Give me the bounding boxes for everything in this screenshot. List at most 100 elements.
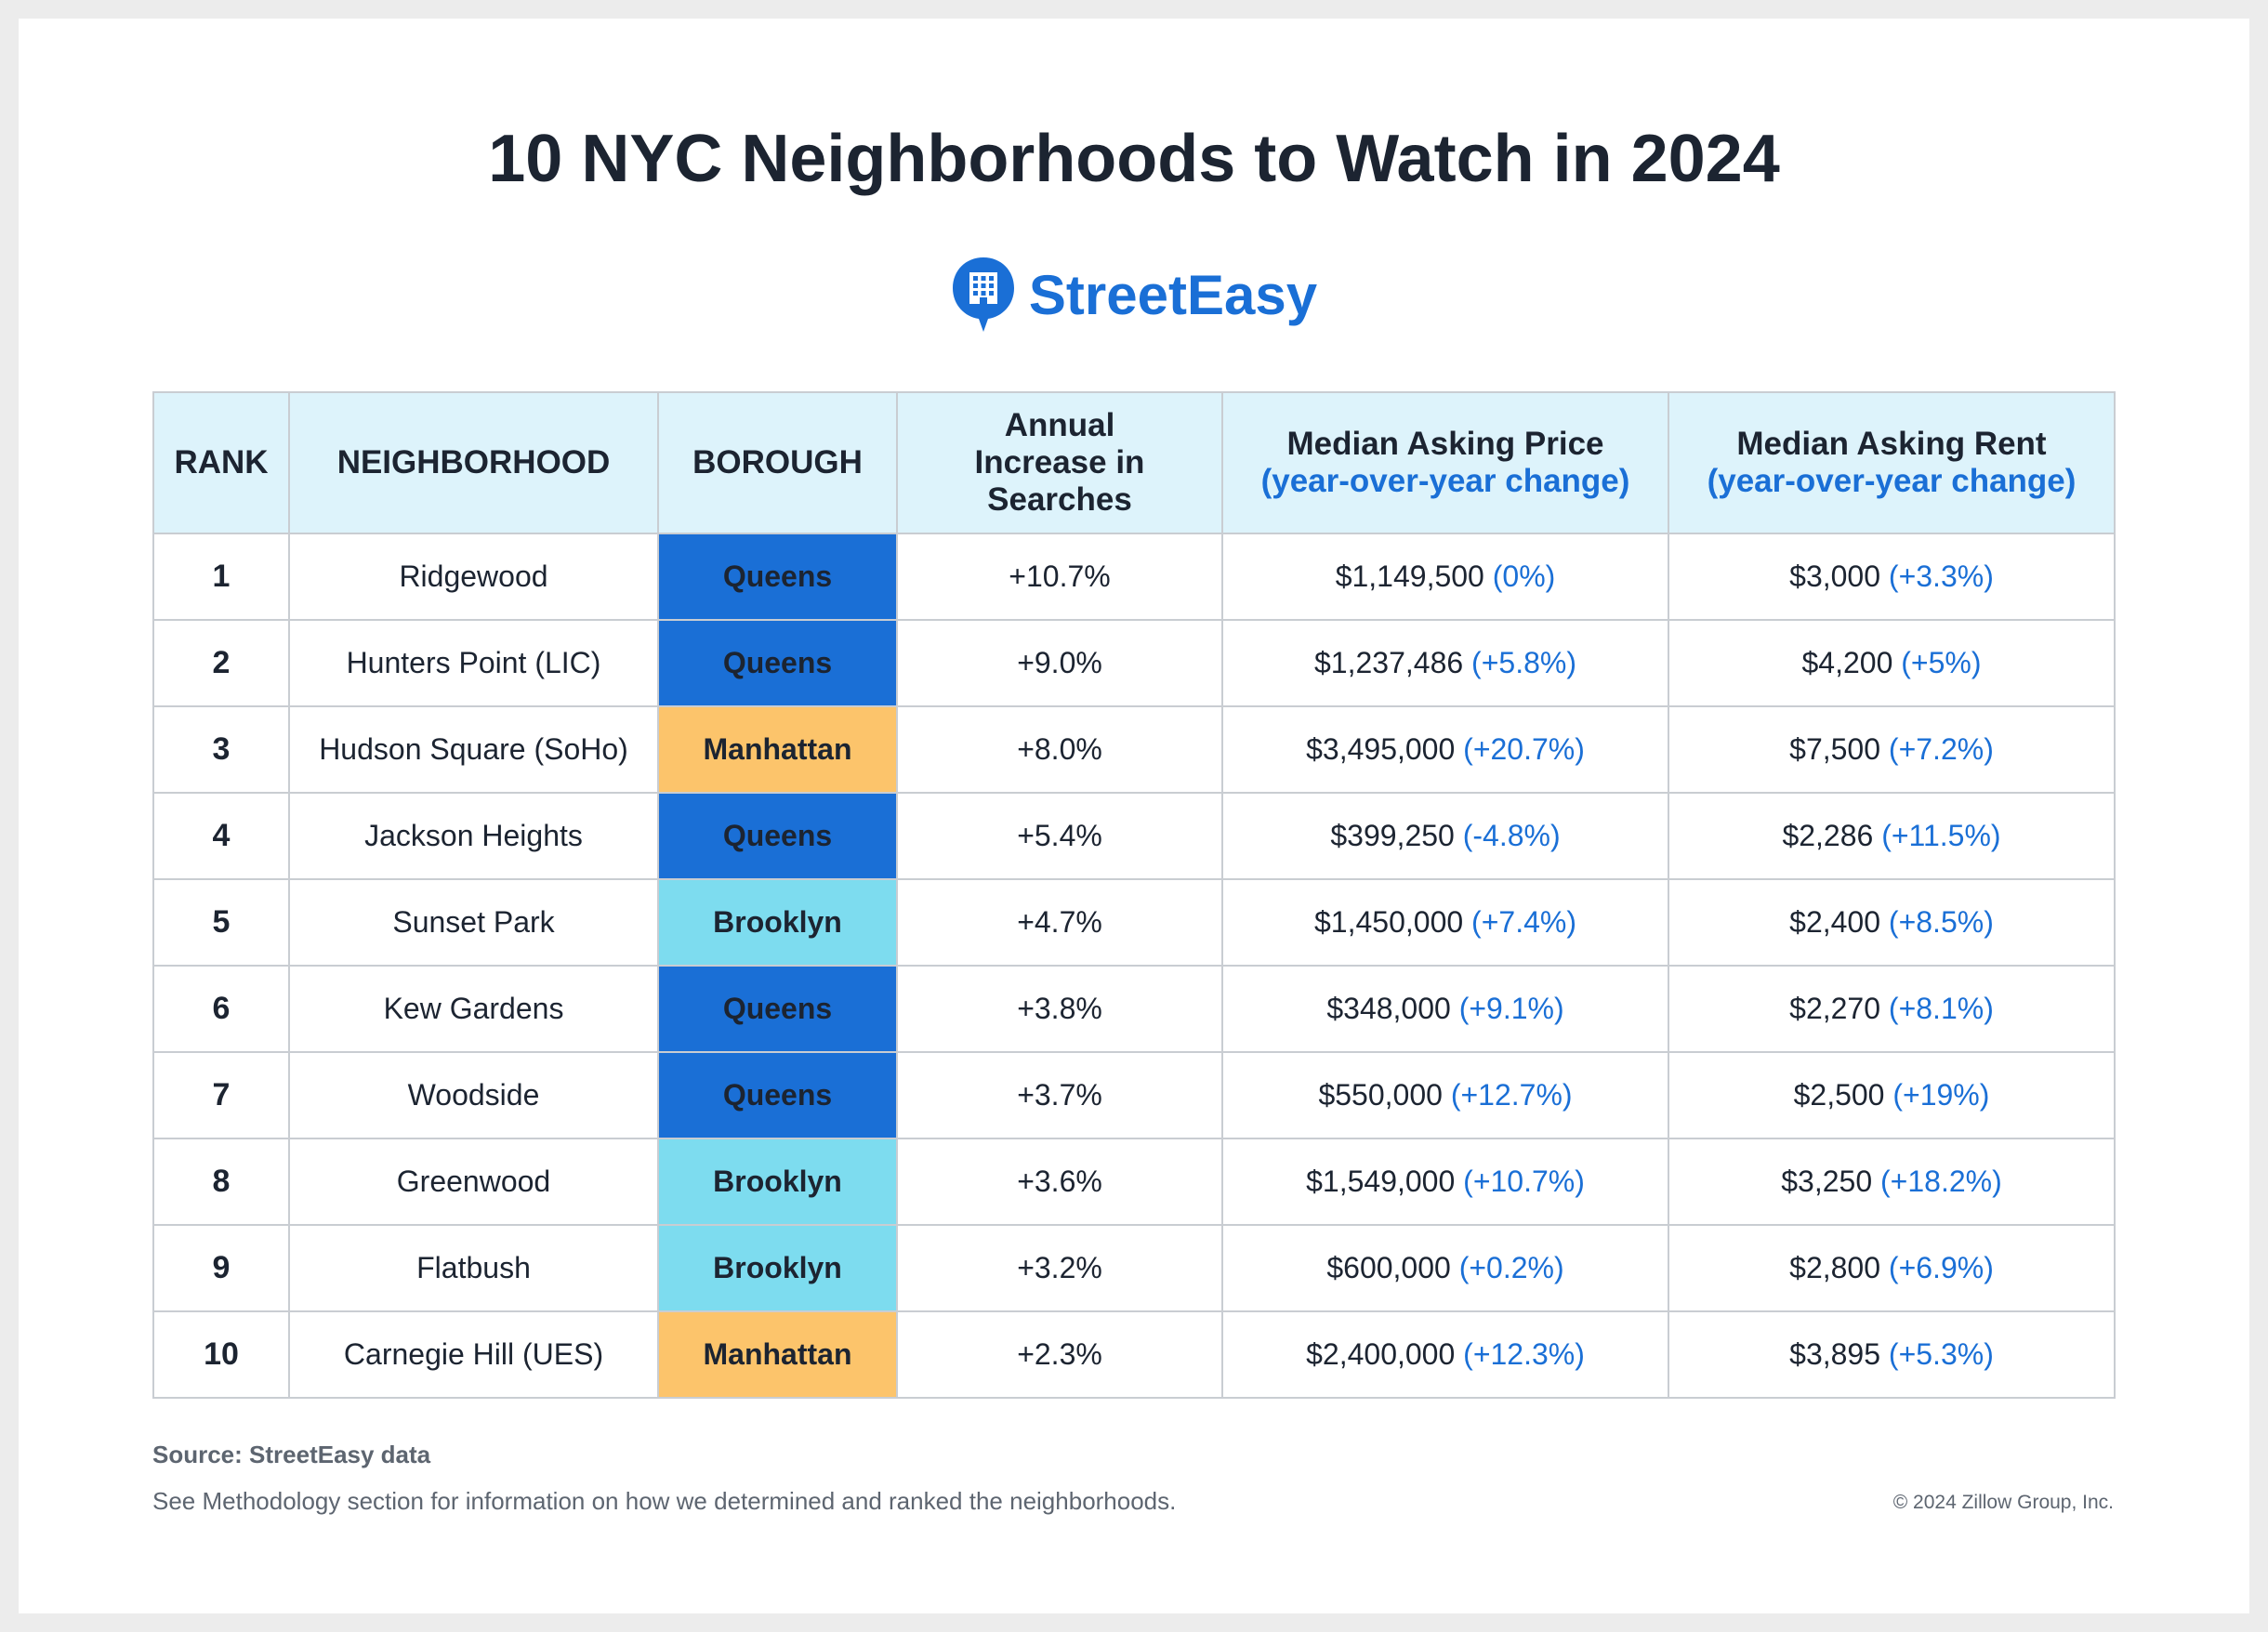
borough-cell: Queens	[657, 965, 898, 1053]
rent-cell: $2,800 (+6.9%)	[1668, 1224, 2116, 1312]
price-value: $1,149,500	[1335, 559, 1484, 593]
borough-cell: Queens	[657, 619, 898, 707]
searches-cell: +9.0%	[896, 619, 1223, 707]
searches-cell: +4.7%	[896, 878, 1223, 967]
price-value: $1,237,486	[1314, 646, 1464, 679]
price-change: (+12.7%)	[1450, 1078, 1573, 1112]
page-title: 10 NYC Neighborhoods to Watch in 2024	[488, 122, 1780, 196]
column-header-borough: BOROUGH	[657, 391, 898, 534]
rent-value: $2,500	[1793, 1078, 1885, 1112]
price-cell: $399,250 (-4.8%)	[1221, 792, 1669, 880]
rent-value: $3,000	[1789, 559, 1881, 593]
price-change: (+7.4%)	[1471, 905, 1576, 939]
borough-cell: Brooklyn	[657, 1224, 898, 1312]
rent-cell: $7,500 (+7.2%)	[1668, 705, 2116, 794]
rent-cell: $2,270 (+8.1%)	[1668, 965, 2116, 1053]
borough-cell: Queens	[657, 792, 898, 880]
price-value: $2,400,000	[1306, 1337, 1456, 1371]
table-row: 6 Kew Gardens Queens +3.8% $348,000 (+9.1%) $…	[152, 965, 2116, 1053]
searches-cell: +3.6%	[896, 1138, 1223, 1226]
table-row: 2 Hunters Point (LIC) Queens +9.0% $1,237,48…	[152, 619, 2116, 707]
neighborhood-cell: Jackson Heights	[288, 792, 659, 880]
borough-cell: Brooklyn	[657, 1138, 898, 1226]
price-cell: $3,495,000 (+20.7%)	[1221, 705, 1669, 794]
price-value: $399,250	[1330, 819, 1455, 852]
column-header-price: Median Asking Price (year-over-year chan…	[1221, 391, 1669, 534]
rank-cell: 4	[152, 792, 290, 880]
rent-cell: $2,400 (+8.5%)	[1668, 878, 2116, 967]
rent-change: (+5.3%)	[1888, 1337, 1994, 1371]
rent-value: $3,895	[1789, 1337, 1881, 1371]
rent-change: (+11.5%)	[1881, 819, 2001, 852]
neighborhood-cell: Greenwood	[288, 1138, 659, 1226]
rank-cell: 6	[152, 965, 290, 1053]
rent-value: $7,500	[1789, 732, 1881, 766]
rent-cell: $3,000 (+3.3%)	[1668, 533, 2116, 621]
rent-change: (+7.2%)	[1888, 732, 1994, 766]
rent-cell: $3,895 (+5.3%)	[1668, 1310, 2116, 1399]
price-value: $3,495,000	[1306, 732, 1456, 766]
rent-value: $2,286	[1782, 819, 1874, 852]
table-row: 5 Sunset Park Brooklyn +4.7% $1,450,000 (+7.…	[152, 878, 2116, 967]
price-value: $600,000	[1326, 1251, 1451, 1284]
searches-cell: +3.8%	[896, 965, 1223, 1053]
neighborhood-cell: Hudson Square (SoHo)	[288, 705, 659, 794]
source-note: Source: StreetEasy data	[152, 1441, 431, 1468]
borough-cell: Queens	[657, 533, 898, 621]
infographic-card: 10 NYC Neighborhoods to Watch in 2024 St…	[19, 19, 2249, 1613]
price-cell: $550,000 (+12.7%)	[1221, 1051, 1669, 1139]
neighborhood-cell: Ridgewood	[288, 533, 659, 621]
column-header-searches: Annual Increase in Searches	[896, 391, 1223, 534]
rank-cell: 10	[152, 1310, 290, 1399]
rank-cell: 2	[152, 619, 290, 707]
rank-cell: 5	[152, 878, 290, 967]
price-cell: $600,000 (+0.2%)	[1221, 1224, 1669, 1312]
rent-value: $2,270	[1789, 992, 1881, 1025]
price-value: $550,000	[1318, 1078, 1443, 1112]
table-row: 1 Ridgewood Queens +10.7% $1,149,500 (0%) $3,…	[152, 533, 2116, 621]
rent-change: (+18.2%)	[1880, 1165, 2002, 1198]
neighborhood-cell: Carnegie Hill (UES)	[288, 1310, 659, 1399]
price-change: (+9.1%)	[1458, 992, 1564, 1025]
searches-cell: +3.7%	[896, 1051, 1223, 1139]
rent-value: $2,800	[1789, 1251, 1881, 1284]
borough-cell: Manhattan	[657, 1310, 898, 1399]
table-row: 9 Flatbush Brooklyn +3.2% $600,000 (+0.2%) $2…	[152, 1224, 2116, 1312]
rank-cell: 1	[152, 533, 290, 621]
price-change: (+5.8%)	[1471, 646, 1576, 679]
searches-cell: +2.3%	[896, 1310, 1223, 1399]
rent-change: (+5%)	[1901, 646, 1982, 679]
neighborhood-cell: Kew Gardens	[288, 965, 659, 1053]
rent-cell: $4,200 (+5%)	[1668, 619, 2116, 707]
rent-change: (+8.5%)	[1888, 905, 1994, 939]
rent-change: (+3.3%)	[1888, 559, 1994, 593]
price-value: $1,549,000	[1306, 1165, 1456, 1198]
table-row: 7 Woodside Queens +3.7% $550,000 (+12.7%) $2,…	[152, 1051, 2116, 1139]
searches-cell: +10.7%	[896, 533, 1223, 621]
price-cell: $348,000 (+9.1%)	[1221, 965, 1669, 1053]
column-header-rent: Median Asking Rent (year-over-year chang…	[1668, 391, 2116, 534]
table-row: 4 Jackson Heights Queens +5.4% $399,250 (-4.…	[152, 792, 2116, 880]
price-cell: $1,450,000 (+7.4%)	[1221, 878, 1669, 967]
borough-cell: Brooklyn	[657, 878, 898, 967]
rank-cell: 3	[152, 705, 290, 794]
price-value: $348,000	[1326, 992, 1451, 1025]
rent-cell: $2,286 (+11.5%)	[1668, 792, 2116, 880]
price-change: (0%)	[1492, 559, 1556, 593]
searches-cell: +5.4%	[896, 792, 1223, 880]
rank-cell: 9	[152, 1224, 290, 1312]
methodology-note: See Methodology section for information …	[152, 1487, 1177, 1515]
brand-name: StreetEasy	[1028, 263, 1318, 326]
copyright: © 2024 Zillow Group, Inc.	[1892, 1492, 2114, 1513]
price-value: $1,450,000	[1314, 905, 1464, 939]
rent-value: $4,200	[1801, 646, 1893, 679]
neighborhood-cell: Woodside	[288, 1051, 659, 1139]
table-header-row: RANK NEIGHBORHOOD BOROUGH Annual Increas…	[152, 391, 2116, 534]
price-change: (-4.8%)	[1462, 819, 1561, 852]
price-cell: $1,149,500 (0%)	[1221, 533, 1669, 621]
column-header-neighborhood: NEIGHBORHOOD	[288, 391, 659, 534]
price-cell: $1,237,486 (+5.8%)	[1221, 619, 1669, 707]
searches-cell: +8.0%	[896, 705, 1223, 794]
rent-change: (+8.1%)	[1888, 992, 1994, 1025]
rent-cell: $2,500 (+19%)	[1668, 1051, 2116, 1139]
